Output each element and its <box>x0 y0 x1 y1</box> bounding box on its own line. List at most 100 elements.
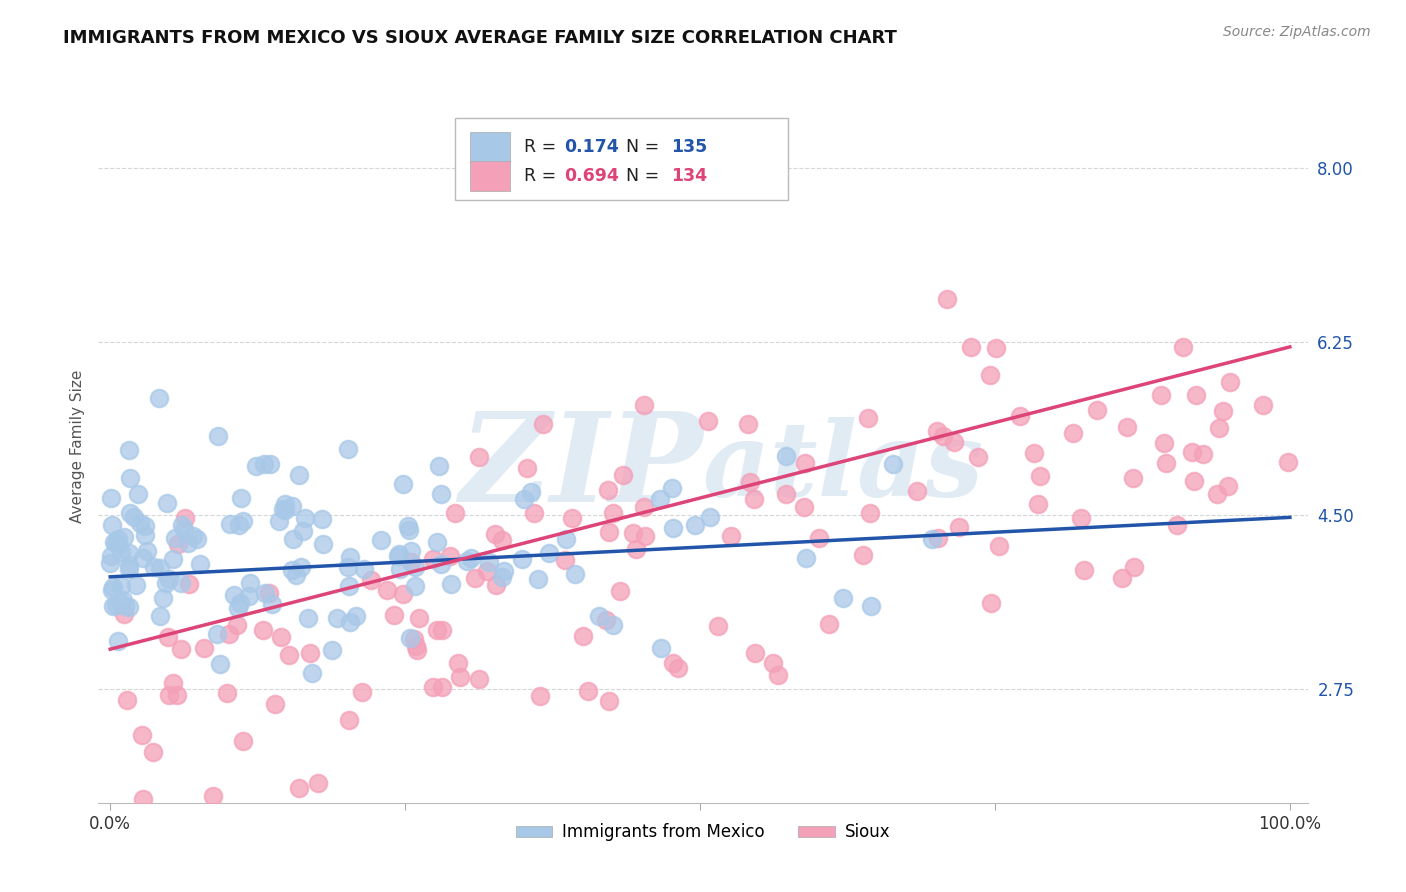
Point <box>132 550 155 565</box>
Point <box>905 483 928 498</box>
Point <box>157 630 180 644</box>
Point <box>253 457 276 471</box>
Point <box>598 694 620 708</box>
Text: Source: ZipAtlas.com: Source: ZipAtlas.com <box>1223 25 1371 39</box>
Point <box>337 442 360 456</box>
Point <box>485 578 508 592</box>
Point <box>118 546 141 560</box>
Point <box>650 640 672 655</box>
Point <box>290 560 312 574</box>
Point <box>114 599 136 613</box>
Text: ZIP: ZIP <box>460 407 703 528</box>
Point <box>181 529 204 543</box>
Point <box>339 549 361 564</box>
Point <box>634 529 657 543</box>
Point <box>561 511 583 525</box>
Point <box>807 531 830 545</box>
Point <box>169 642 191 657</box>
Point <box>127 487 149 501</box>
Text: N =: N = <box>614 138 665 156</box>
Point <box>100 582 122 597</box>
Text: R =: R = <box>524 168 562 186</box>
Point <box>298 646 321 660</box>
Point <box>377 582 399 597</box>
Point <box>157 572 180 586</box>
Point <box>291 524 314 538</box>
Point <box>430 624 453 638</box>
Point <box>398 523 420 537</box>
Point <box>155 576 177 591</box>
Point <box>1122 560 1144 574</box>
Point <box>228 518 250 533</box>
Point <box>422 680 444 694</box>
Point <box>152 591 174 605</box>
Point <box>1085 403 1108 417</box>
Point <box>112 607 135 621</box>
Point <box>174 511 197 525</box>
Point <box>218 517 240 532</box>
Point <box>263 697 285 711</box>
Point <box>100 549 122 563</box>
Point <box>166 537 188 551</box>
Point <box>1206 487 1229 501</box>
Point <box>925 424 948 438</box>
Point <box>370 533 392 548</box>
Point <box>720 529 742 543</box>
Point <box>595 613 617 627</box>
Point <box>1115 420 1137 434</box>
Point <box>118 443 141 458</box>
Point <box>430 557 453 571</box>
Point <box>478 555 501 569</box>
Point <box>737 417 759 432</box>
Point <box>430 680 453 694</box>
Point <box>1208 421 1230 435</box>
Point <box>1216 479 1239 493</box>
Point <box>110 579 132 593</box>
Point <box>399 555 422 569</box>
Point <box>766 667 789 681</box>
Point <box>148 561 170 575</box>
Point <box>101 580 124 594</box>
Point <box>311 537 333 551</box>
Point <box>177 577 200 591</box>
Point <box>149 608 172 623</box>
Point <box>1166 517 1188 532</box>
Point <box>110 544 132 558</box>
Point <box>662 656 685 670</box>
Point <box>1154 456 1177 470</box>
Point <box>460 550 482 565</box>
Point <box>288 781 311 796</box>
Point <box>360 573 382 587</box>
Point <box>516 460 538 475</box>
Point <box>205 627 228 641</box>
Point <box>484 526 506 541</box>
Point <box>1219 375 1241 389</box>
Point <box>859 506 882 520</box>
Point <box>128 516 150 530</box>
Point <box>444 506 467 520</box>
Point <box>1073 563 1095 577</box>
Point <box>491 533 513 548</box>
Point <box>108 595 131 609</box>
Point <box>226 617 249 632</box>
Point <box>112 593 135 607</box>
Point <box>475 564 498 578</box>
Point <box>588 608 610 623</box>
Point <box>336 560 359 574</box>
Point <box>134 518 156 533</box>
Point <box>513 492 536 507</box>
Point <box>117 692 139 706</box>
Point <box>405 639 427 653</box>
Point <box>170 517 193 532</box>
Point <box>337 713 360 727</box>
Point <box>399 543 422 558</box>
Point <box>633 500 655 514</box>
Text: N =: N = <box>614 168 665 186</box>
Point <box>456 554 478 568</box>
Point <box>177 535 200 549</box>
Point <box>467 450 489 464</box>
Point <box>125 577 148 591</box>
Point <box>554 553 576 567</box>
Point <box>1212 404 1234 418</box>
Point <box>449 669 471 683</box>
